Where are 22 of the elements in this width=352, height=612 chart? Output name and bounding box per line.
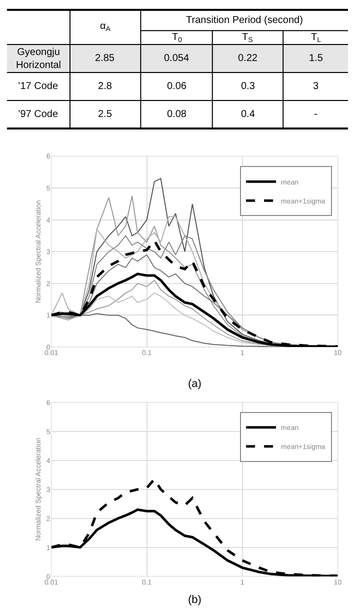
text: - [314, 109, 318, 120]
text: 2.85 [95, 53, 114, 64]
text: 0.08 [167, 109, 186, 120]
text: 0.054 [164, 53, 190, 64]
text: 0.06 [167, 81, 186, 92]
text: 2.5 [98, 109, 112, 120]
category-label: T$_{S}$ [242, 32, 254, 44]
category-label: ’97 Code [18, 109, 58, 120]
text: Transition Period (second) [186, 15, 303, 26]
text: 1.5 [309, 53, 323, 64]
category-label: ’17 Code [18, 81, 58, 92]
category-label: α$_{A}$ [100, 21, 111, 34]
category-label: T$_{0}$ [172, 32, 182, 44]
text: 0.4 [241, 109, 255, 120]
text: (b) [188, 594, 202, 606]
text: 2.8 [98, 81, 112, 92]
text: (a) [188, 378, 202, 390]
category-label: Gyeongju Horizontal [16, 47, 62, 71]
category-label: T$_{L}$ [311, 32, 322, 44]
text: 0.22 [238, 53, 258, 64]
text: 3 [313, 81, 319, 92]
text: 0.3 [241, 81, 255, 92]
